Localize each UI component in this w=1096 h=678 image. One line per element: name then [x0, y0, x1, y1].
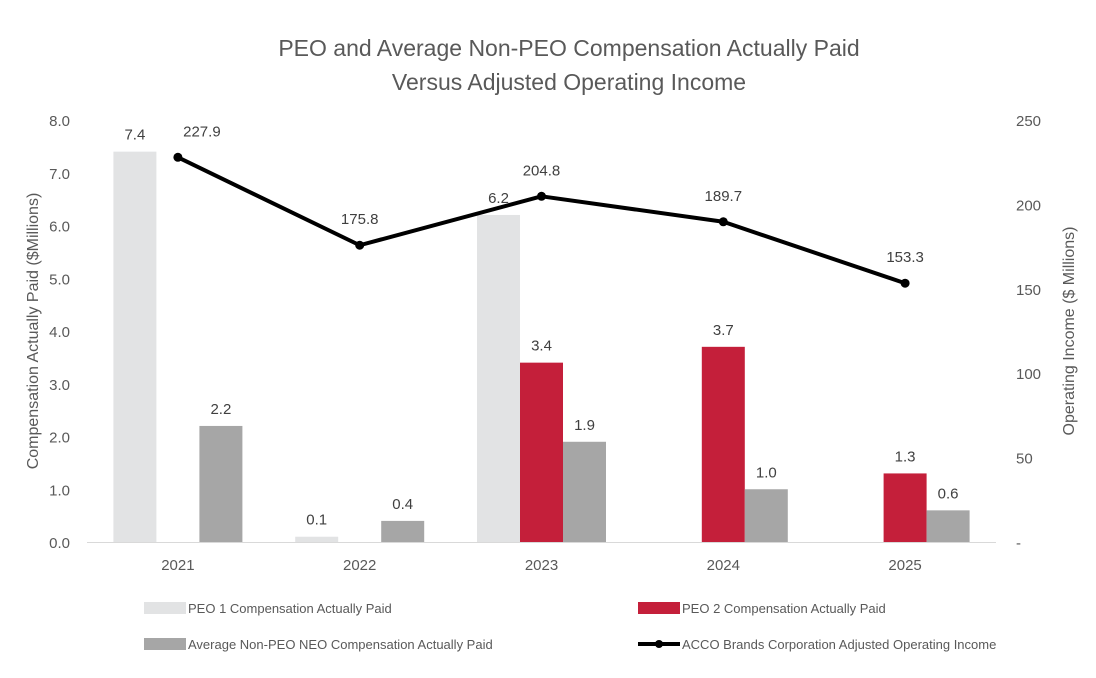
y-tick-label: 6.0 — [49, 219, 70, 236]
legend-label: PEO 2 Compensation Actually Paid — [682, 601, 886, 616]
line-point — [355, 240, 365, 250]
y-tick-label: 4.0 — [49, 324, 70, 341]
line-point — [173, 152, 183, 162]
line-data-label: 189.7 — [705, 188, 743, 205]
line-data-label: 175.8 — [341, 211, 379, 228]
legend-swatch — [144, 602, 186, 614]
bar — [744, 489, 788, 542]
bar-data-label: 0.4 — [392, 496, 413, 513]
y2-tick-label: 250 — [1016, 113, 1041, 130]
y2-tick-label: - — [1016, 535, 1021, 552]
bar — [477, 214, 520, 542]
bar-data-label: 2.2 — [210, 401, 231, 418]
bar — [199, 425, 243, 542]
y-axis-label: Compensation Actually Paid ($Millions) — [25, 193, 42, 470]
y-tick-label: 7.0 — [49, 166, 70, 183]
legend: PEO 1 Compensation Actually Paid PEO 2 Co… — [144, 601, 996, 652]
bar — [926, 510, 970, 542]
bar — [701, 346, 745, 542]
x-tick-label: 2023 — [525, 557, 558, 574]
chart-title-line2: Versus Adjusted Operating Income — [392, 69, 746, 95]
y2-tick-label: 100 — [1016, 366, 1041, 383]
bar-data-label: 1.9 — [574, 417, 595, 434]
legend-label: Average Non-PEO NEO Compensation Actuall… — [188, 637, 493, 652]
bar-data-label: 1.0 — [756, 464, 777, 481]
chart-title-line1: PEO and Average Non-PEO Compensation Act… — [278, 35, 859, 61]
bar — [520, 362, 563, 542]
x-tick-label: 2024 — [707, 557, 740, 574]
y-tick-label: 3.0 — [49, 377, 70, 394]
legend-label: ACCO Brands Corporation Adjusted Operati… — [682, 637, 996, 652]
legend-label: PEO 1 Compensation Actually Paid — [188, 601, 392, 616]
y2-tick-label: 150 — [1016, 282, 1041, 299]
y2-axis-label: Operating Income ($ Millions) — [1061, 227, 1078, 436]
line-data-label: 227.9 — [183, 123, 221, 140]
line-data-label: 204.8 — [523, 162, 561, 179]
bar-data-label: 6.2 — [488, 190, 509, 207]
plot-area: 0.0 1.0 2.0 3.0 4.0 5.0 6.0 7.0 8.0 - 50 100 150 200 2… — [49, 113, 1041, 574]
line-point — [718, 217, 728, 227]
x-tick-label: 2022 — [343, 557, 376, 574]
x-tick-label: 2021 — [161, 557, 194, 574]
bar — [295, 536, 339, 542]
bar-data-label: 1.3 — [895, 448, 916, 465]
x-tick-label: 2025 — [888, 557, 921, 574]
bar-data-label: 0.1 — [306, 512, 327, 529]
line-data-label: 153.3 — [886, 249, 924, 266]
line-point — [900, 278, 910, 288]
bar-data-label: 3.7 — [713, 322, 734, 339]
bar — [113, 151, 157, 542]
legend-swatch — [144, 638, 186, 650]
bar — [381, 520, 425, 542]
bar-data-label: 0.6 — [938, 485, 959, 502]
y-tick-label: 5.0 — [49, 271, 70, 288]
y-tick-label: 8.0 — [49, 113, 70, 130]
bar — [883, 473, 927, 542]
y-tick-label: 0.0 — [49, 535, 70, 552]
legend-swatch-marker — [655, 640, 663, 648]
y-tick-label: 2.0 — [49, 430, 70, 447]
bar — [563, 441, 606, 542]
legend-swatch — [638, 602, 680, 614]
y2-tick-label: 200 — [1016, 197, 1041, 214]
y-tick-label: 1.0 — [49, 482, 70, 499]
bar-data-label: 3.4 — [531, 338, 552, 355]
line-point — [537, 191, 546, 201]
bar-data-label: 7.4 — [124, 127, 145, 144]
y2-tick-label: 50 — [1016, 451, 1033, 468]
